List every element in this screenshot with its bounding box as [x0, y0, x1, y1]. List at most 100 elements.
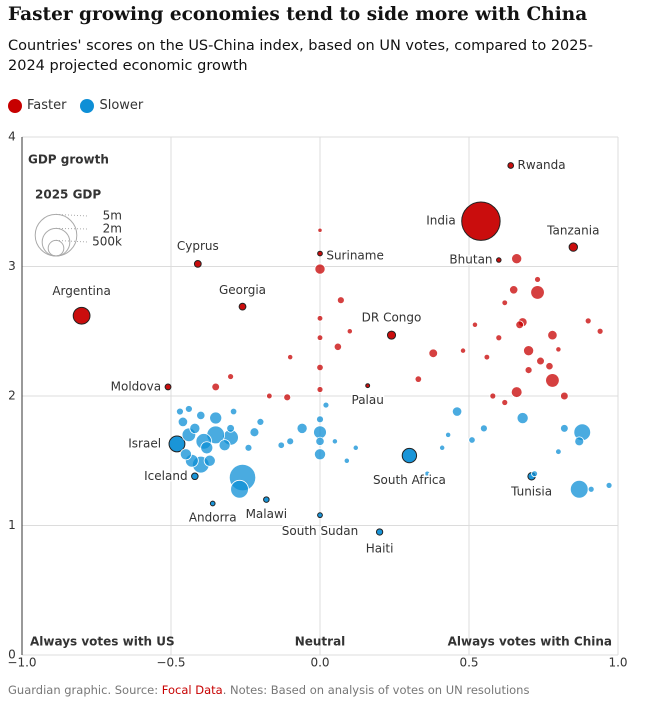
size-legend-label: 5m [103, 209, 122, 223]
bubble [495, 334, 503, 342]
point-label: India [426, 214, 455, 228]
bubble [317, 512, 323, 519]
bubble [286, 437, 295, 446]
bubble [531, 470, 538, 478]
bubble [414, 375, 423, 383]
bubble [316, 334, 324, 341]
source-text: . Notes: Based on analysis of votes on U… [222, 683, 530, 697]
bubble [266, 392, 273, 400]
bubble [507, 162, 515, 169]
bubble [200, 441, 214, 455]
size-legend-circle [47, 239, 65, 257]
bubble [547, 329, 558, 341]
bubble [177, 416, 189, 428]
bubble [333, 342, 342, 351]
y-tick-label: 3 [8, 259, 16, 273]
bubble [211, 382, 220, 392]
bubble [534, 276, 541, 283]
bubble [263, 496, 270, 503]
bubble [238, 302, 247, 311]
bubble [545, 373, 560, 388]
size-legend-title: 2025 GDP [35, 188, 101, 202]
bubble [459, 347, 467, 354]
legend-item: Faster [8, 98, 66, 113]
y-tick-label: 2 [8, 389, 16, 403]
bubble [483, 353, 491, 361]
point-label: Malawi [246, 507, 288, 521]
bubble [343, 457, 350, 464]
bubble [316, 315, 324, 322]
bubble [331, 438, 338, 445]
point-label: Georgia [219, 283, 266, 297]
bubble [283, 393, 292, 402]
footer: Guardian graphic. Source: Focal Data. No… [8, 683, 529, 697]
point-label: Tunisia [510, 484, 552, 498]
bubble [605, 481, 613, 489]
x-tick-label: 0.5 [459, 656, 478, 670]
bubble [568, 242, 579, 252]
bubble [530, 285, 545, 300]
bubble [317, 227, 323, 233]
point-label: Rwanda [518, 158, 566, 172]
annotation: Neutral [295, 635, 346, 649]
bubble [209, 411, 223, 425]
x-tick-label: 0.0 [310, 656, 329, 670]
y-tick-label: 1 [8, 518, 16, 532]
size-legend-circle [41, 227, 71, 257]
bubble [596, 327, 604, 335]
legend-label: Faster [27, 98, 67, 113]
bubble [545, 362, 554, 371]
bubble [168, 435, 186, 453]
point-label: South Sudan [282, 524, 359, 538]
point-label: Bhutan [449, 253, 492, 267]
bubble [587, 485, 595, 493]
bubble [256, 418, 265, 426]
bubble [218, 439, 231, 452]
point-label: Palau [352, 393, 384, 407]
point-label: Andorra [189, 510, 237, 524]
bubble [227, 373, 235, 380]
legend-label: Slower [99, 98, 144, 113]
bubble [72, 306, 91, 325]
annotation: Always votes with China [448, 635, 612, 649]
bubble [523, 345, 535, 357]
bubble [277, 441, 285, 449]
bubble [244, 443, 253, 452]
bubble [322, 401, 330, 409]
x-tick-label: 1.0 [608, 656, 627, 670]
y-tick-label: 4 [8, 130, 16, 144]
bubble [313, 448, 326, 461]
bubble [179, 448, 192, 461]
bubble [401, 447, 418, 464]
bubble [560, 391, 569, 401]
size-legend-label: 500k [92, 235, 122, 249]
bubble [536, 356, 545, 366]
bubble [445, 431, 452, 438]
size-legend-circle [34, 213, 78, 257]
x-tick-label: −1.0 [7, 656, 36, 670]
bubble [375, 528, 384, 536]
bubble [510, 386, 523, 398]
bubble [511, 253, 523, 265]
source-text: Guardian graphic. Source: [8, 683, 162, 697]
bubble [439, 444, 446, 451]
bubble [316, 386, 324, 393]
bubble [315, 436, 325, 446]
bubble [496, 257, 502, 263]
bubble [516, 412, 529, 425]
bubble [569, 479, 589, 499]
source-link[interactable]: Focal Data [161, 683, 223, 697]
bubble [196, 410, 206, 421]
legend-item: Slower [80, 98, 143, 113]
bubble [226, 424, 235, 433]
legend: Faster Slower [8, 98, 143, 113]
legend-swatch [8, 98, 22, 113]
bubble [480, 424, 488, 433]
bubble [164, 383, 172, 391]
y-axis-label: GDP growth [28, 153, 109, 167]
bubble [189, 422, 201, 434]
bubble [555, 448, 562, 455]
bubble [365, 383, 371, 389]
bubble [555, 346, 562, 353]
chart-title: Faster growing economies tend to side mo… [8, 4, 588, 25]
